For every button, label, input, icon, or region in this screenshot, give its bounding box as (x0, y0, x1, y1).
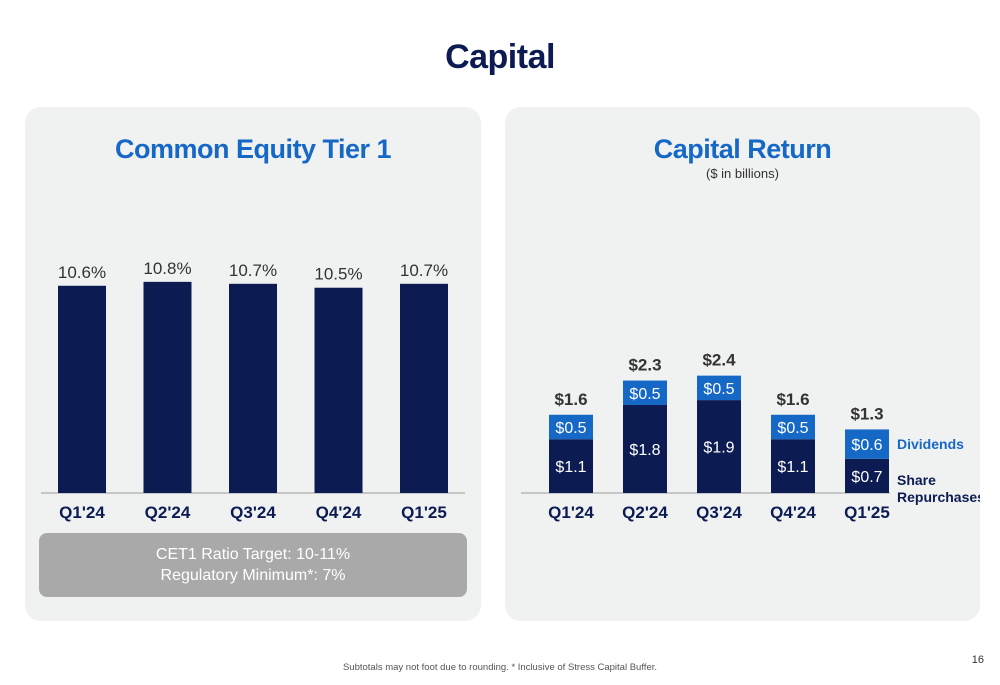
repurchase-data-label: $1.1 (777, 459, 808, 476)
page-title: Capital (445, 38, 555, 76)
cet1-value-label: 10.7% (400, 261, 448, 280)
dividend-bar-segment (623, 380, 667, 405)
footnote: Subtotals may not foot due to rounding. … (342, 662, 658, 673)
dividend-data-label: $0.5 (629, 386, 660, 403)
cet1-panel: Common Equity Tier 1 10.6% Q1'24 10.8% Q2'2… (25, 107, 481, 621)
capital-return-subtitle: ($ in billions) (706, 166, 779, 181)
return-tick-label: Q2'24 (622, 503, 668, 522)
cet1-chart: 10.6% Q1'24 10.8% Q2'24 10.7% Q3'24 10.5% Q4'24… (41, 259, 465, 522)
capital-return-chart: $1.1 $0.5 $1.6 Q1'24 $1.8 $0.5 $2.3 Q2'24 $1.9 $0… (521, 351, 980, 522)
return-tick-label: Q1'25 (844, 503, 890, 522)
dividend-bar-segment (771, 414, 815, 440)
return-total-label: $1.3 (850, 404, 883, 423)
repurchase-data-label: $0.7 (851, 469, 882, 486)
dividend-data-label: $0.5 (703, 381, 734, 398)
cet1-tick-label: Q3'24 (230, 503, 276, 522)
repurchase-bar-segment (697, 400, 741, 493)
capital-return-panel: Capital Return ($ in billions) $1.1 $0.5 $… (505, 107, 980, 621)
repurchase-data-label: $1.8 (629, 442, 660, 459)
repurchase-bar-segment (623, 404, 667, 493)
return-total-label: $1.6 (776, 390, 809, 409)
cet1-value-label: 10.6% (58, 263, 106, 282)
dividend-data-label: $0.5 (777, 420, 808, 437)
cet1-bar (143, 281, 192, 493)
page-number: 16 (971, 654, 984, 666)
repurchase-data-label: $1.9 (703, 440, 734, 457)
cet1-bar (314, 287, 363, 493)
cet1-bar (400, 283, 448, 493)
cet1-tick-label: Q2'24 (145, 503, 191, 522)
cet1-minimum-line: Regulatory Minimum*: 7% (160, 567, 346, 584)
capital-return-title: Capital Return (653, 134, 832, 164)
cet1-bar (58, 285, 106, 493)
dividend-bar-segment (697, 375, 741, 401)
return-tick-label: Q3'24 (696, 503, 742, 522)
legend-dividends: Dividends (897, 436, 964, 452)
repurchase-bar-segment (845, 458, 889, 493)
cet1-tick-label: Q1'24 (59, 503, 105, 522)
cet1-tick-label: Q1'25 (401, 503, 447, 522)
dividend-bar-segment (845, 429, 889, 459)
repurchase-data-label: $1.1 (555, 459, 586, 476)
return-total-label: $2.3 (628, 356, 661, 375)
dividend-data-label: $0.5 (555, 420, 586, 437)
dividend-data-label: $0.6 (851, 437, 882, 454)
cet1-value-label: 10.5% (314, 265, 362, 284)
repurchase-bar-segment (549, 439, 593, 493)
cet1-value-label: 10.8% (143, 259, 191, 278)
cet1-target-box: CET1 Ratio Target: 10-11% Regulatory Min… (39, 533, 467, 597)
cet1-target-line: CET1 Ratio Target: 10-11% (155, 546, 351, 563)
legend-share-repurchases: Share Repurchases (897, 472, 980, 505)
cet1-title: Common Equity Tier 1 (114, 134, 392, 164)
return-total-label: $1.6 (554, 390, 587, 409)
dividend-bar-segment (549, 414, 593, 440)
cet1-bar (229, 283, 277, 493)
repurchase-bar-segment (771, 439, 815, 493)
return-total-label: $2.4 (702, 351, 736, 370)
return-tick-label: Q1'24 (548, 503, 594, 522)
cet1-tick-label: Q4'24 (316, 503, 362, 522)
return-tick-label: Q4'24 (770, 503, 816, 522)
cet1-value-label: 10.7% (229, 261, 277, 280)
